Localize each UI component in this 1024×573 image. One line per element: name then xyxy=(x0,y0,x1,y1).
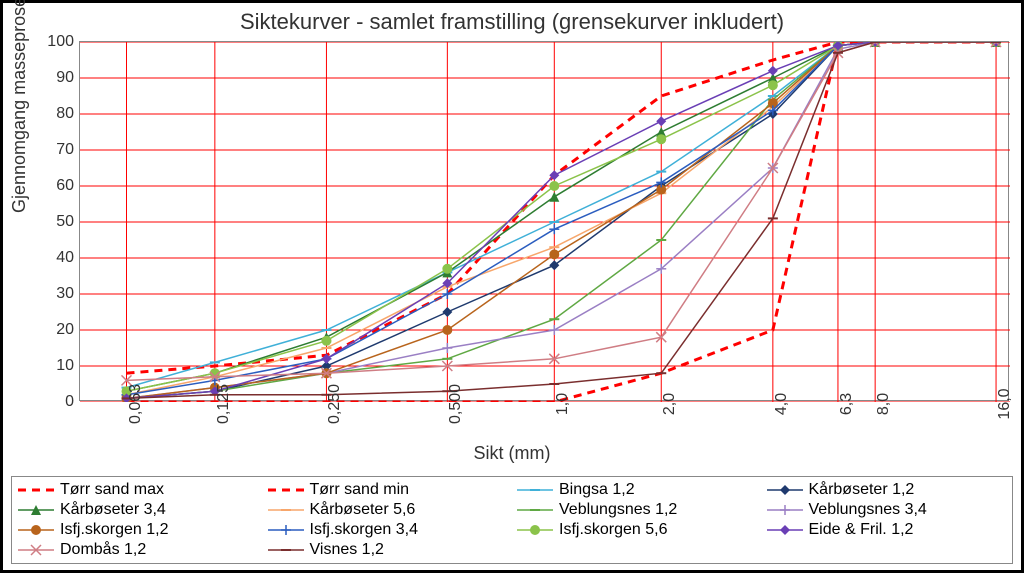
legend-item: Kårbøseter 5,6 xyxy=(268,501,508,519)
legend: Tørr sand max Tørr sand min Bingsa 1,2 Kårb… xyxy=(11,476,1013,564)
y-tick-label: 40 xyxy=(56,249,74,267)
legend-swatch xyxy=(767,483,803,497)
x-tick-label: 16,0 xyxy=(996,388,1014,419)
y-tick-label: 80 xyxy=(56,105,74,123)
legend-item: Veblungsnes 1,2 xyxy=(517,501,757,519)
legend-swatch xyxy=(268,543,304,557)
y-tick-label: 60 xyxy=(56,177,74,195)
legend-label: Dombås 1,2 xyxy=(60,541,146,559)
x-tick-label: 0,125 xyxy=(215,384,233,424)
x-tick-label: 0,250 xyxy=(326,384,344,424)
y-tick-label: 50 xyxy=(56,213,74,231)
legend-swatch xyxy=(268,503,304,517)
legend-label: Kårbøseter 3,4 xyxy=(60,501,166,519)
plot-area: 01020304050607080901000,0630,1250,2500,5… xyxy=(79,41,1009,401)
x-tick-label: 0,063 xyxy=(127,384,145,424)
legend-item: Kårbøseter 1,2 xyxy=(767,481,1007,499)
legend-label: Kårbøseter 5,6 xyxy=(310,501,416,519)
legend-label: Veblungsnes 3,4 xyxy=(809,501,927,519)
legend-item: Isfj.skorgen 1,2 xyxy=(18,521,258,539)
legend-item: Dombås 1,2 xyxy=(18,541,258,559)
chart-title: Siktekurver - samlet framstilling (grens… xyxy=(3,3,1021,37)
legend-label: Isfj.skorgen 5,6 xyxy=(559,521,668,539)
x-tick-label: 0,500 xyxy=(447,384,465,424)
y-axis-label: Gjennomgang masseprosent xyxy=(9,0,30,213)
y-tick-label: 10 xyxy=(56,357,74,375)
legend-item: Tørr sand max xyxy=(18,481,258,499)
legend-item: Kårbøseter 3,4 xyxy=(18,501,258,519)
y-tick-label: 0 xyxy=(65,393,74,411)
legend-item: Isfj.skorgen 5,6 xyxy=(517,521,757,539)
legend-label: Kårbøseter 1,2 xyxy=(809,481,915,499)
legend-item: Veblungsnes 3,4 xyxy=(767,501,1007,519)
legend-swatch xyxy=(517,503,553,517)
y-tick-label: 90 xyxy=(56,69,74,87)
chart-container: Siktekurver - samlet framstilling (grens… xyxy=(0,0,1024,573)
legend-label: Eide & Fril. 1,2 xyxy=(809,521,914,539)
legend-item: Eide & Fril. 1,2 xyxy=(767,521,1007,539)
legend-swatch xyxy=(767,503,803,517)
legend-swatch xyxy=(767,523,803,537)
legend-item: Bingsa 1,2 xyxy=(517,481,757,499)
y-tick-label: 30 xyxy=(56,285,74,303)
x-axis-label: Sikt (mm) xyxy=(474,443,551,464)
legend-swatch xyxy=(18,543,54,557)
y-tick-label: 70 xyxy=(56,141,74,159)
x-tick-label: 6,3 xyxy=(838,393,856,415)
plot-svg xyxy=(80,42,1010,402)
legend-item: Visnes 1,2 xyxy=(268,541,508,559)
x-tick-label: 4,0 xyxy=(773,393,791,415)
legend-label: Isfj.skorgen 1,2 xyxy=(60,521,169,539)
legend-label: Visnes 1,2 xyxy=(310,541,384,559)
legend-label: Tørr sand min xyxy=(310,481,410,499)
legend-swatch xyxy=(268,483,304,497)
x-tick-label: 8,0 xyxy=(875,393,893,415)
legend-swatch xyxy=(268,523,304,537)
legend-swatch xyxy=(18,523,54,537)
legend-swatch xyxy=(18,483,54,497)
y-tick-label: 20 xyxy=(56,321,74,339)
x-tick-label: 1,0 xyxy=(554,393,572,415)
legend-label: Isfj.skorgen 3,4 xyxy=(310,521,419,539)
legend-swatch xyxy=(517,483,553,497)
legend-item: Tørr sand min xyxy=(268,481,508,499)
legend-label: Bingsa 1,2 xyxy=(559,481,635,499)
legend-item: Isfj.skorgen 3,4 xyxy=(268,521,508,539)
y-tick-label: 100 xyxy=(47,33,74,51)
legend-swatch xyxy=(18,503,54,517)
legend-swatch xyxy=(517,523,553,537)
legend-label: Tørr sand max xyxy=(60,481,164,499)
x-tick-label: 2,0 xyxy=(661,393,679,415)
legend-label: Veblungsnes 1,2 xyxy=(559,501,677,519)
